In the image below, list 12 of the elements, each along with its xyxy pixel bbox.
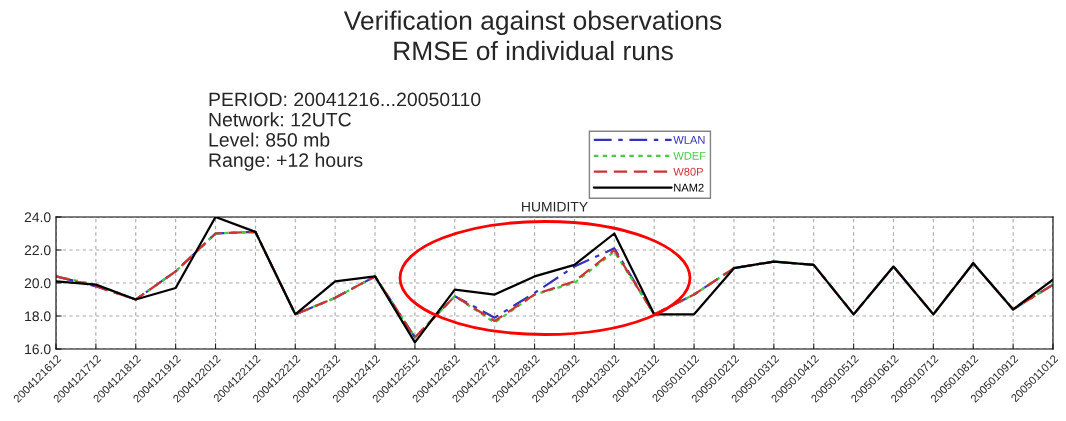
y-tick-label: 18.0	[25, 311, 51, 322]
text: WDEF	[673, 152, 706, 160]
chart-subtitle: HUMIDITY	[522, 201, 588, 212]
text: WLAN	[673, 136, 705, 144]
text: W80P	[673, 167, 703, 176]
y-tick-label: 20.0	[24, 278, 51, 289]
text: NAM2	[674, 183, 704, 192]
chart-title: Verification against observations RMSE of individual runs	[343, 10, 722, 61]
y-tick-label: 22.0	[24, 245, 51, 256]
y-tick-label: 16.0	[25, 344, 51, 355]
y-tick-label: 24.0	[24, 212, 51, 223]
text: PERIOD: 20041216...20050110 Network: 12UTC Level: 850 mb Range: +12 hours	[209, 92, 481, 171]
